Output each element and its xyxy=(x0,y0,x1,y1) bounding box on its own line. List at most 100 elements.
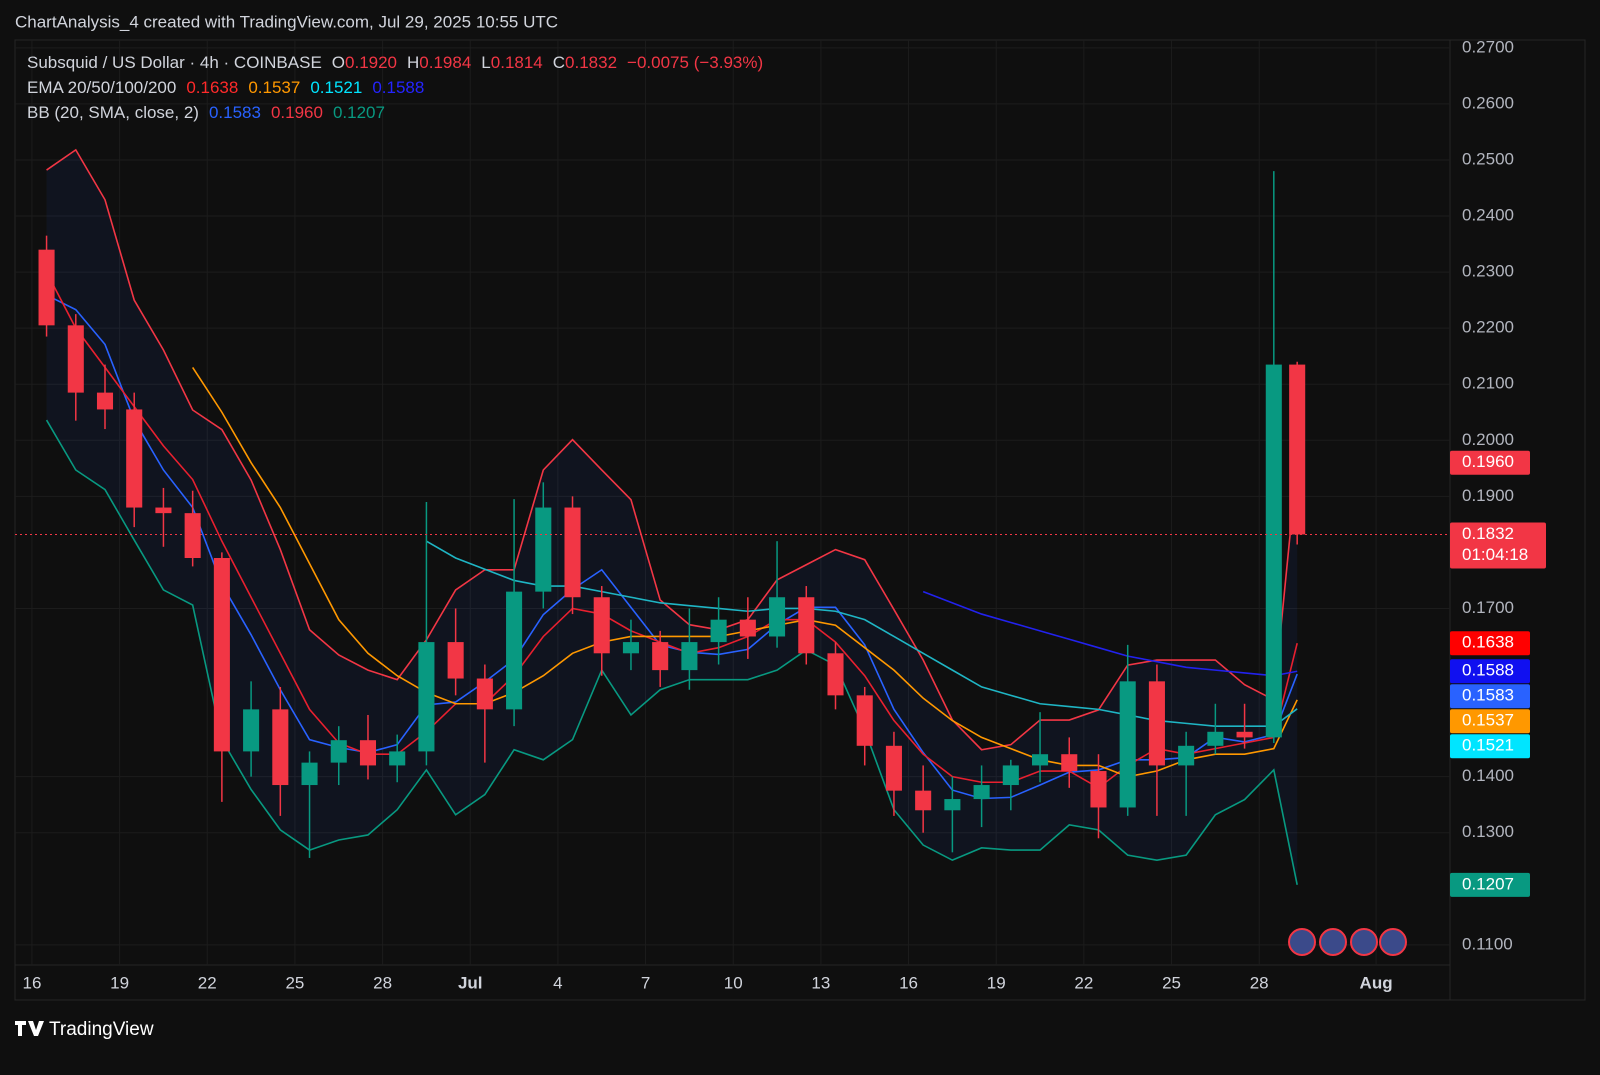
candle-body xyxy=(67,325,84,393)
candle-body xyxy=(739,619,756,637)
indicator-line xyxy=(922,590,1298,677)
candle-body xyxy=(330,740,347,763)
y-tick-label: 0.2400 xyxy=(1462,206,1514,225)
candle-body xyxy=(447,642,464,679)
price-marker-label: 0.1638 xyxy=(1462,633,1514,652)
y-tick-label: 0.1100 xyxy=(1462,934,1513,953)
price-marker-label: 0.1588 xyxy=(1462,661,1514,680)
price-marker xyxy=(1450,709,1530,734)
y-tick-label: 0.1900 xyxy=(1462,486,1514,505)
chart-title: ChartAnalysis_4 created with TradingView… xyxy=(15,12,558,31)
candle-body xyxy=(1236,731,1253,738)
x-tick-label: 22 xyxy=(1074,973,1093,992)
x-tick-label: 13 xyxy=(811,973,830,992)
y-tick-label: 0.2200 xyxy=(1462,318,1514,337)
candle-body xyxy=(1061,754,1078,772)
y-tick-label: 0.2000 xyxy=(1462,430,1514,449)
y-tick-label: 0.2100 xyxy=(1462,374,1514,393)
x-tick-label: 4 xyxy=(553,973,562,992)
candle-body xyxy=(622,642,639,654)
axes: 0.2700 0.2600 0.2500 0.2400 0.2300 0.2200 0.21… xyxy=(22,37,1546,992)
price-marker xyxy=(1450,734,1530,759)
legend-text: O xyxy=(331,53,346,72)
candle-body xyxy=(418,642,435,752)
legend-text: C xyxy=(552,53,566,72)
price-marker xyxy=(1450,659,1530,684)
legend-text: 0.1960 xyxy=(270,103,323,122)
price-marker-label: 0.1521 xyxy=(1462,736,1514,755)
logo-icon xyxy=(15,1021,44,1036)
x-tick-label: 28 xyxy=(1250,973,1269,992)
legend: Subsquid / US Dollar · 4h · COINBASE O0.1… xyxy=(27,50,763,125)
x-tick-label: 10 xyxy=(724,973,743,992)
legend-text: H xyxy=(407,53,420,72)
x-tick-label: 16 xyxy=(899,973,918,992)
legend-text: 0.1832 xyxy=(565,53,618,72)
flag-icon xyxy=(1319,928,1347,956)
candle-body xyxy=(506,591,523,710)
candle-body xyxy=(301,762,318,786)
candle-body xyxy=(155,507,172,514)
legend-text: Subsquid / US Dollar · 4h · COINBASE xyxy=(27,53,322,72)
candle-body xyxy=(652,642,669,671)
legend-text: 0.1207 xyxy=(332,103,385,122)
y-tick-label: 0.2500 xyxy=(1462,149,1514,168)
candle-body xyxy=(38,249,55,326)
candle-body xyxy=(564,507,581,598)
candle-body xyxy=(1032,754,1049,766)
x-tick-label: Jul xyxy=(458,973,483,992)
event-flags xyxy=(1288,928,1407,956)
y-tick-label: 0.2300 xyxy=(1462,262,1514,281)
x-tick-label: 19 xyxy=(987,973,1006,992)
candle-body xyxy=(126,409,143,508)
candle-body xyxy=(272,709,289,786)
candle-body xyxy=(1207,731,1224,746)
candle-body xyxy=(944,799,961,811)
candle-body xyxy=(1002,765,1019,786)
y-tick-label: 0.2600 xyxy=(1462,93,1514,112)
candle-body xyxy=(1178,745,1195,766)
x-tick-label: 28 xyxy=(373,973,392,992)
legend-text: BB (20, SMA, close, 2) xyxy=(27,103,199,122)
legend-text: 0.1588 xyxy=(372,78,425,97)
candle-body xyxy=(1265,364,1282,738)
indicator-line xyxy=(46,148,1298,751)
price-marker xyxy=(1450,684,1530,709)
candle-body xyxy=(359,740,377,766)
legend-text: 0.1638 xyxy=(186,78,239,97)
legend-text: EMA 20/50/100/200 xyxy=(27,78,177,97)
candle-body xyxy=(885,745,902,791)
candle-body xyxy=(710,619,727,643)
legend-text: 0.1920 xyxy=(345,53,398,72)
price-marker-label: 0.1832 xyxy=(1462,524,1514,543)
price-marker-label: 0.1537 xyxy=(1462,711,1514,730)
price-marker-label: 0.1960 xyxy=(1462,452,1514,471)
grid xyxy=(15,40,1450,965)
chart-frame xyxy=(14,39,1586,1001)
candle-body xyxy=(915,790,932,811)
candle-body xyxy=(535,507,552,592)
candle-body xyxy=(1090,771,1107,808)
candle-body xyxy=(476,678,493,710)
candle-body xyxy=(1289,364,1306,535)
indicator-line xyxy=(45,419,1298,885)
legend-row: Subsquid / US Dollar · 4h · COINBASE O0.1… xyxy=(27,50,763,75)
x-tick-label: 19 xyxy=(110,973,129,992)
candle-body xyxy=(681,642,698,671)
brand-name: TradingView xyxy=(49,1019,154,1040)
legend-text: L xyxy=(481,53,491,72)
y-tick-label: 0.1700 xyxy=(1462,598,1514,617)
x-tick-label: 22 xyxy=(198,973,217,992)
x-tick-label: 25 xyxy=(1162,973,1181,992)
plot xyxy=(15,148,1450,885)
band-fill xyxy=(46,149,1298,885)
candle-body xyxy=(798,597,815,654)
candle-body xyxy=(389,751,406,766)
candle-body xyxy=(213,558,230,752)
price-marker xyxy=(1450,522,1546,569)
legend-text: 0.1583 xyxy=(208,103,261,122)
legend-text: 0.1984 xyxy=(419,53,472,72)
